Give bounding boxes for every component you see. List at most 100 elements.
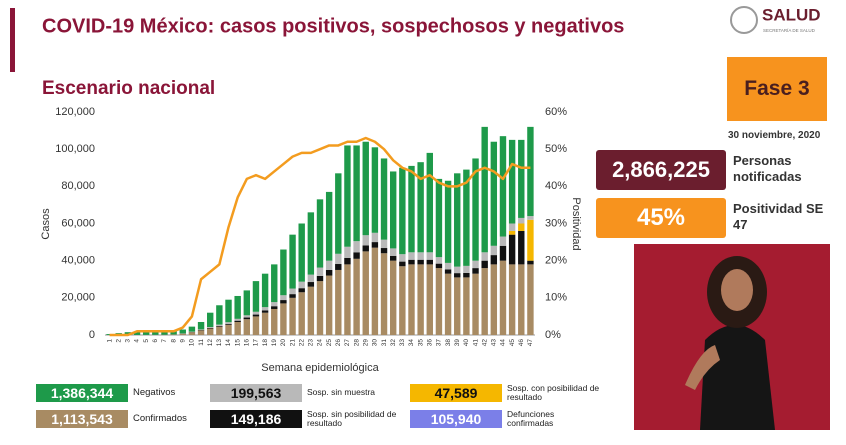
bar-segment <box>207 328 214 335</box>
bar-segment <box>289 297 296 335</box>
x-tick-label: 34 <box>408 339 415 347</box>
bar-segment <box>408 252 415 260</box>
bar-segment <box>243 315 251 318</box>
bar-segment <box>389 255 397 261</box>
bar-segment <box>371 242 379 248</box>
bar-segment <box>216 305 223 325</box>
x-tick-label: 9 <box>179 339 186 343</box>
bar-segment <box>426 252 433 260</box>
bar-segment <box>197 330 205 335</box>
bar-segment <box>417 259 424 265</box>
bar-segment <box>371 247 379 335</box>
bar-segment <box>454 173 461 267</box>
bar-segment <box>499 236 507 246</box>
bar-segment <box>344 145 351 247</box>
bar-segment <box>197 329 205 330</box>
bar-segment <box>142 331 150 335</box>
bar-segment <box>234 318 241 321</box>
y-tick-label: 40,000 <box>61 255 95 267</box>
bar-segment <box>472 273 479 335</box>
bar-segment <box>454 266 461 274</box>
bar-segment <box>353 241 360 253</box>
x-tick-label: 37 <box>436 339 443 347</box>
bar-segment <box>408 165 415 253</box>
bar-segment <box>207 312 214 328</box>
bar-segment <box>280 295 287 301</box>
bar-segment <box>518 264 525 335</box>
legend-total: 1,386,344 <box>36 384 128 402</box>
bar-segment <box>408 259 415 265</box>
bar-segment <box>298 281 305 289</box>
bar-segment <box>161 331 168 335</box>
bar-segment <box>133 331 141 335</box>
bar-segment <box>481 260 488 269</box>
logo: SALUD <box>762 5 821 24</box>
person-body <box>700 325 775 430</box>
bar-segment <box>435 178 443 258</box>
x-tick-label: 22 <box>298 339 305 347</box>
bar-segment <box>316 281 324 335</box>
legend-label: Sosp. con posibilidad de resultado <box>507 382 600 402</box>
legend-label: Negativos <box>133 386 176 398</box>
bar-segment <box>243 317 251 320</box>
bar-segment <box>518 139 525 218</box>
x-tick-label: 24 <box>317 339 324 347</box>
bar-segment <box>344 264 351 335</box>
y2-tick-label: 30% <box>545 217 567 229</box>
bar-segment <box>179 329 186 334</box>
x-tick-label: 3 <box>125 339 132 343</box>
bar-segment <box>499 260 507 335</box>
x-tick-label: 13 <box>216 339 223 347</box>
x-tick-label: 36 <box>427 339 434 347</box>
bar-segment <box>216 326 223 335</box>
bar-segment <box>207 327 214 328</box>
x-tick-label: 15 <box>234 339 241 347</box>
bar-segment <box>325 260 333 270</box>
person-face <box>721 269 753 311</box>
legend-total: 1,113,543 <box>36 410 128 428</box>
x-tick-label: 4 <box>134 339 141 343</box>
y2-tick-label: 20% <box>545 255 567 267</box>
bar-segment <box>307 286 315 335</box>
bar-segment <box>271 302 278 307</box>
bar-segment <box>508 230 516 235</box>
legend-label: Sosp. sin muestra <box>307 387 376 398</box>
x-tick-label: 32 <box>390 339 397 347</box>
x-tick-label: 41 <box>472 339 479 347</box>
x-tick-label: 16 <box>244 339 251 347</box>
bar-segment <box>280 300 287 304</box>
x-tick-label: 21 <box>289 339 296 347</box>
bar-segment <box>380 253 388 335</box>
y2-tick-label: 50% <box>545 143 567 155</box>
title: COVID-19 México: casos positivos, sospec… <box>42 15 624 37</box>
notified-label: Personas notificadas <box>733 153 802 184</box>
legend-label: Sosp. sin posibilidad de resultado <box>307 408 397 428</box>
bar-segment <box>490 255 498 265</box>
bar-segment <box>362 245 369 252</box>
bar-segment <box>289 288 296 295</box>
legend-total: 149,186 <box>210 410 302 428</box>
bar-segment <box>344 246 351 258</box>
x-tick-label: 27 <box>344 339 351 347</box>
logo-sub: SECRETARÍA DE SALUD <box>763 27 816 33</box>
y2-axis-label: Positividad <box>570 197 582 250</box>
bar-segment <box>472 260 479 269</box>
bar-segment <box>316 275 324 282</box>
accent-bar <box>10 8 15 72</box>
positivity-label: Positividad SE 47 <box>733 201 824 232</box>
bar-segment <box>380 239 388 249</box>
bar-segment <box>271 308 278 335</box>
bar-segment <box>481 126 488 253</box>
bar-segment <box>298 223 305 282</box>
x-tick-label: 1 <box>106 339 113 343</box>
bar-segment <box>261 273 269 308</box>
bar-segment <box>280 249 287 296</box>
bar-segment <box>353 145 360 242</box>
bar-segment <box>490 264 498 335</box>
bar-segment <box>179 333 186 335</box>
legend-label: Confirmados <box>133 412 187 424</box>
bar-segment <box>261 312 269 335</box>
x-tick-label: 30 <box>372 339 379 347</box>
bar-segment <box>463 272 470 278</box>
